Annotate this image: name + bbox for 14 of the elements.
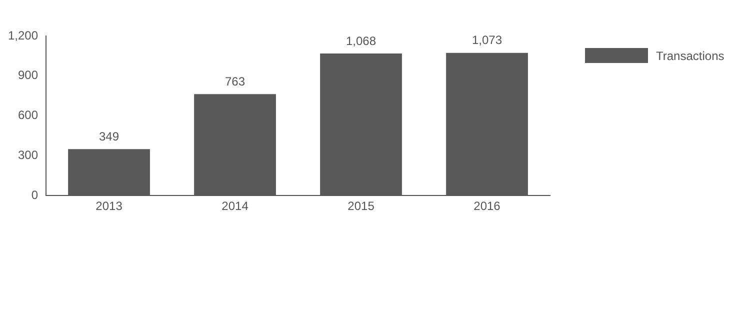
x-tick-label: 2014 (222, 199, 249, 214)
data-label: 763 (225, 74, 246, 88)
text: Transactions (656, 48, 724, 62)
data-label: 1,073 (472, 33, 502, 48)
x-tick-label: 2013 (96, 199, 123, 214)
x-tick-label: 2015 (348, 199, 375, 214)
x-tick-label: 2016 (474, 199, 501, 214)
y-tick-label: 1,200 (8, 28, 38, 42)
data-label: 1,068 (346, 34, 376, 48)
y-tick-label: 300 (18, 148, 38, 162)
data-label: 349 (99, 129, 120, 144)
y-tick-label: 900 (18, 68, 38, 82)
y-tick-label: 0 (31, 188, 38, 202)
y-tick-label: 600 (18, 108, 38, 122)
